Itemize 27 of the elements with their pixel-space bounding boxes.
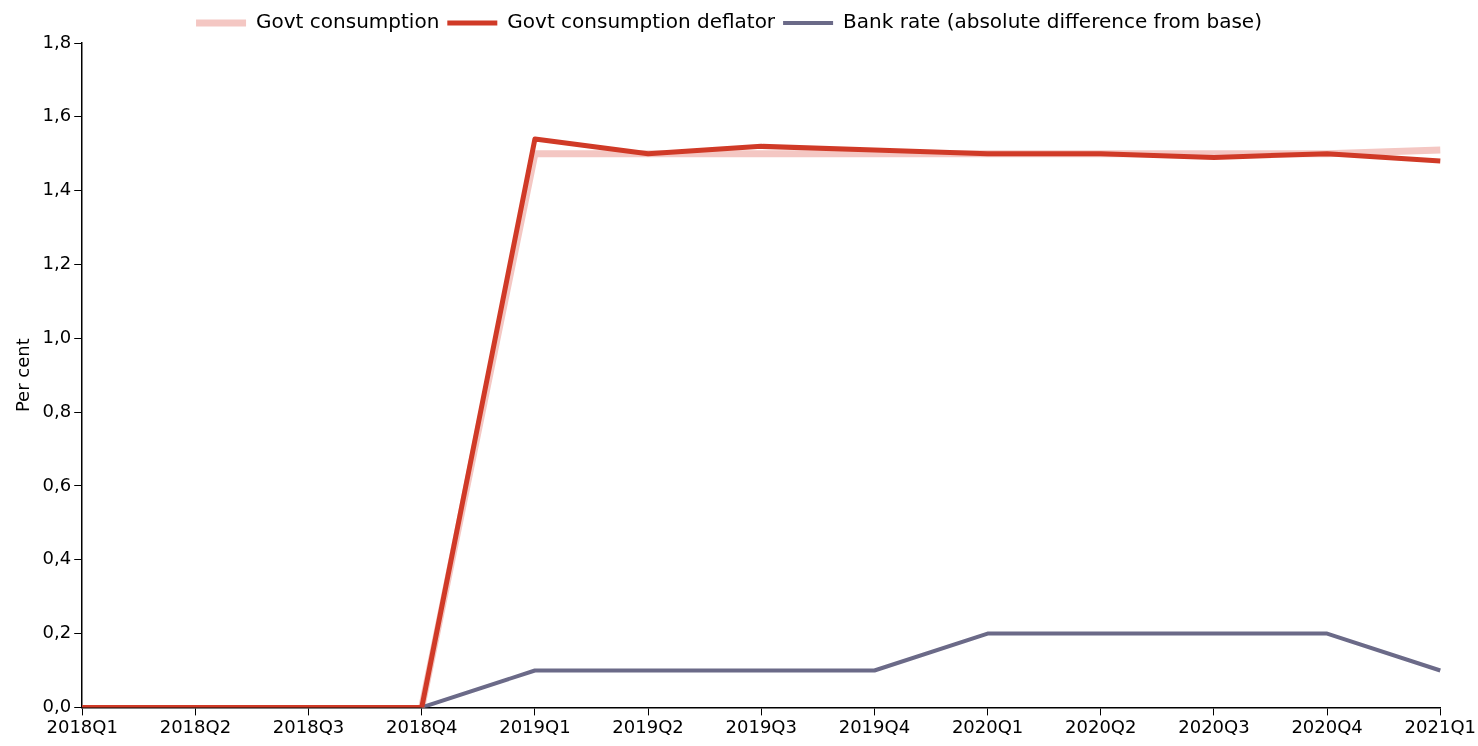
x-tick-label: 2018Q1 <box>46 715 118 737</box>
legend-label: Govt consumption <box>256 9 440 34</box>
x-tick-label: 2020Q1 <box>951 715 1024 737</box>
x-tick-label: 2018Q3 <box>272 715 345 737</box>
x-tick-label: 2021Q1 <box>1404 715 1476 737</box>
y-tick-label: 1,2 <box>42 252 72 274</box>
y-tick-label: 1,4 <box>42 178 72 200</box>
y-tick-label: 0,8 <box>42 399 72 421</box>
x-tick-label: 2019Q3 <box>725 715 797 737</box>
x-tick-label: 2019Q4 <box>838 715 911 737</box>
legend-label: Govt consumption deflator <box>507 9 776 34</box>
legend-label: Bank rate (absolute difference from base) <box>843 9 1262 34</box>
y-tick-label: 1,6 <box>42 104 72 126</box>
y-tick-label: 1,8 <box>42 30 72 52</box>
x-tick-label: 2020Q4 <box>1291 715 1363 737</box>
x-tick-label: 2019Q1 <box>499 715 571 737</box>
y-tick-label: 1,0 <box>42 325 72 347</box>
y-tick-label: 0,2 <box>42 621 72 643</box>
y-axis-title: Per cent <box>12 338 34 413</box>
x-tick-label: 2018Q4 <box>386 715 458 737</box>
x-tick-label: 2018Q2 <box>159 715 232 737</box>
x-tick-label: 2020Q3 <box>1178 715 1250 737</box>
y-tick-label: 0,6 <box>42 473 72 495</box>
x-tick-label: 2019Q2 <box>612 715 684 737</box>
y-tick-label: 0,4 <box>42 547 72 569</box>
y-tick-label: 0,0 <box>42 695 72 717</box>
x-tick-label: 2020Q2 <box>1065 715 1137 737</box>
